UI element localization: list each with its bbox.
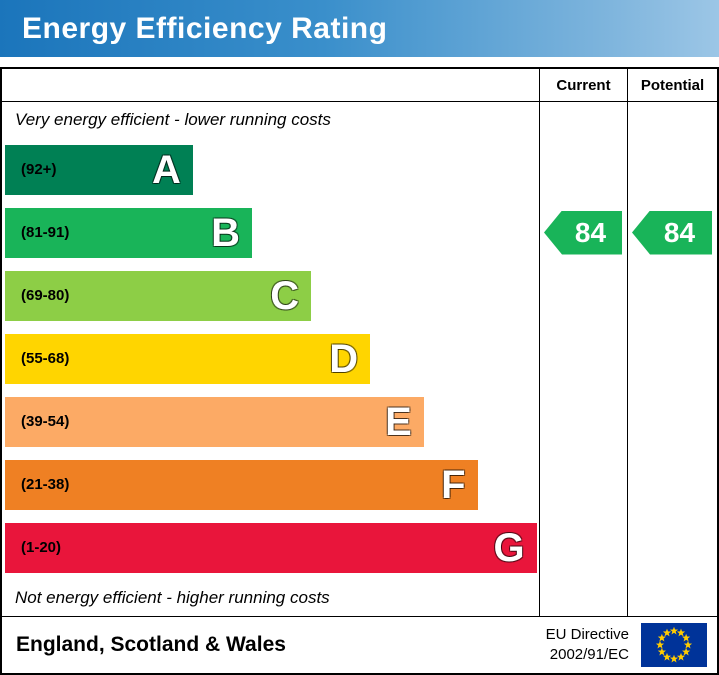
potential-rating-value: 84 [663,216,696,248]
band-bar-c: (69-80) C [5,270,312,321]
page-title: Energy Efficiency Rating [22,11,388,45]
band-range-b: (81-91) [21,224,70,241]
band-bar-g: (1-20) G [5,522,537,573]
band-bar-b: (81-91) B [5,207,253,258]
band-range-a: (92+) [21,161,57,178]
potential-rating-arrow: 84 [632,210,712,255]
band-range-d: (55-68) [21,350,70,367]
band-bar-a: (92+) A [5,144,193,195]
band-row-e: (39-54) E [2,390,539,453]
band-range-f: (21-38) [21,476,70,493]
band-range-g: (1-20) [21,539,62,556]
footer: England, Scotland & Wales EU Directive 2… [2,616,717,672]
band-row-b: (81-91) B [2,201,539,264]
bottom-note: Not energy efficient - higher running co… [15,587,330,607]
band-letter-g: G [493,525,525,570]
band-bar-f: (21-38) F [5,459,478,510]
eu-directive-label: EU Directive 2002/91/EC [546,625,629,664]
band-row-g: (1-20) G [2,516,539,579]
band-row-d: (55-68) D [2,327,539,390]
potential-column-header: Potential [627,69,717,102]
title-bar: Energy Efficiency Rating [0,0,719,57]
band-letter-f: F [441,462,466,507]
current-column-header: Current [539,69,627,102]
band-bar-d: (55-68) D [5,333,371,384]
current-column: 84 [539,102,627,616]
rating-chart-box: Current Potential Very energy efficient … [0,67,719,675]
band-bar-e: (39-54) E [5,396,424,447]
bands-list: (92+) A (81-91) B (69-80) C [2,138,539,579]
header-spacer [2,69,539,102]
bands-area: Very energy efficient - lower running co… [2,102,539,616]
eu-directive-line1: EU Directive [545,626,629,643]
band-letter-b: B [211,210,241,255]
band-row-c: (69-80) C [2,264,539,327]
band-range-c: (69-80) [21,287,70,304]
current-rating-arrow: 84 [544,210,622,255]
band-letter-c: C [270,273,300,318]
band-letter-a: A [152,147,181,192]
rating-chart-grid: Current Potential Very energy efficient … [2,69,717,616]
potential-column: 84 [627,102,717,616]
band-letter-e: E [385,399,412,444]
eu-directive-line2: 2002/91/EC [549,645,629,663]
band-row-a: (92+) A [2,138,539,201]
top-note: Very energy efficient - lower running co… [15,110,331,129]
band-letter-d: D [329,336,359,381]
eu-flag-icon [641,622,707,667]
band-row-f: (21-38) F [2,453,539,516]
region-label: England, Scotland & Wales [16,632,286,656]
current-rating-value: 84 [574,216,607,248]
band-range-e: (39-54) [21,413,70,430]
